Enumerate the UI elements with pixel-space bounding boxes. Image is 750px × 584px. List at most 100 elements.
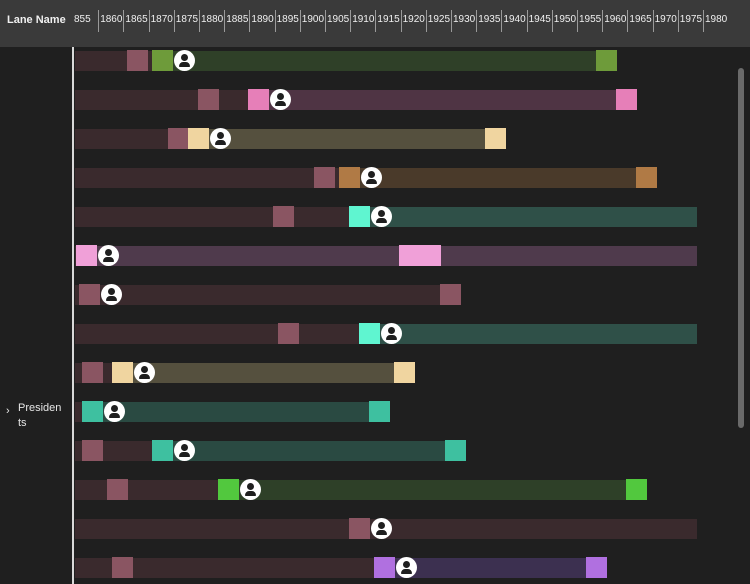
ruler-tick [173,10,175,32]
pre-term-bar [75,402,82,422]
vertical-scrollbar[interactable] [738,68,744,428]
person-icon[interactable] [360,167,382,188]
ruler-tick [577,10,578,32]
lane-label-presidents[interactable]: Presidents [18,402,62,429]
term-bar[interactable] [152,51,596,71]
ruler-year-label: 1870 [150,14,173,25]
pre-term-bar [75,90,249,110]
event-marker[interactable] [112,557,134,578]
ruler-tick [350,10,352,32]
ruler-year-label: 1960 [604,14,627,25]
end-marker[interactable] [616,89,638,110]
start-marker[interactable] [248,89,270,110]
end-marker[interactable] [585,557,607,578]
event-marker[interactable] [273,206,295,227]
event-marker[interactable] [82,440,103,461]
person-icon[interactable] [174,440,196,461]
end-marker[interactable] [369,401,391,422]
person-icon[interactable] [209,128,231,149]
end-marker[interactable] [626,479,648,500]
ruler-year-label: 1875 [175,14,199,25]
chevron-right-icon[interactable]: › [6,405,10,417]
event-marker[interactable] [167,128,189,149]
ruler-year-label: 1900 [301,14,325,25]
term-bar[interactable] [79,285,440,305]
ruler-tick [249,10,251,32]
year-ruler: 855 1860 1865 1870 1875 1880 1885 1890 1895 1900 1… [74,0,750,47]
end-marker[interactable] [485,128,507,149]
person-icon[interactable] [371,518,393,539]
ruler-year-label: 1865 [125,14,148,25]
term-bar[interactable] [82,402,370,422]
pre-term-bar [75,246,76,266]
event-marker[interactable] [107,479,129,500]
lane-name-header[interactable]: Lane Name [7,14,66,26]
person-icon[interactable] [104,401,125,422]
event-marker[interactable] [127,50,149,71]
ruler-tick [526,10,528,32]
extra-marker[interactable] [399,245,421,266]
start-marker[interactable] [218,479,239,500]
event-marker[interactable] [197,89,219,110]
start-marker[interactable] [112,362,134,383]
pre-term-bar [75,480,218,500]
event-marker[interactable] [313,167,335,188]
ruler-year-label: 1935 [478,14,501,25]
event-marker[interactable] [278,323,300,344]
term-bar[interactable] [112,363,395,383]
person-icon[interactable] [396,557,418,578]
ruler-year-label: 1925 [427,14,451,25]
term-bar[interactable] [349,519,697,539]
start-marker[interactable] [152,50,174,71]
end-marker[interactable] [394,362,416,383]
ruler-tick [551,10,553,32]
person-icon[interactable] [240,479,261,500]
pre-term-bar [75,129,188,149]
term-bar[interactable] [187,129,486,149]
term-bar[interactable] [374,558,586,578]
start-marker[interactable] [82,401,103,422]
event-marker[interactable] [82,362,103,383]
person-icon[interactable] [101,284,122,305]
ruler-year-label: 1890 [251,14,274,25]
end-marker[interactable] [444,440,466,461]
end-marker[interactable] [596,50,617,71]
ruler-year-label: 1920 [402,14,425,25]
extra-marker[interactable] [419,245,441,266]
ruler-year-label: 1885 [226,14,249,25]
term-bar[interactable] [338,168,637,188]
term-bar[interactable] [218,480,627,500]
start-marker[interactable] [76,245,97,266]
ruler-tick [224,10,226,32]
ruler-year-label: 1975 [679,14,703,25]
ruler-tick [602,10,604,32]
ruler-tick [703,10,704,32]
term-bar[interactable] [359,324,697,344]
pre-term-bar [75,558,375,578]
pre-term-bar [75,285,79,305]
start-marker[interactable] [359,323,381,344]
end-marker[interactable] [439,284,461,305]
person-icon[interactable] [134,362,156,383]
ruler-year-label: 1910 [352,14,375,25]
person-icon[interactable] [371,206,393,227]
ruler-tick [400,10,402,32]
start-marker[interactable] [187,128,209,149]
end-marker[interactable] [636,167,658,188]
ruler-tick [274,10,276,32]
start-marker[interactable] [79,284,100,305]
start-marker[interactable] [349,206,371,227]
person-icon[interactable] [98,245,119,266]
term-bar[interactable] [76,246,697,266]
person-icon[interactable] [381,323,403,344]
term-bar[interactable] [152,441,445,461]
start-marker[interactable] [374,557,396,578]
person-icon[interactable] [174,50,196,71]
ruler-year-label: 1915 [377,14,400,25]
start-marker[interactable] [152,440,174,461]
term-bar[interactable] [349,207,697,227]
start-marker[interactable] [338,167,360,188]
person-icon[interactable] [270,89,292,110]
start-marker[interactable] [349,518,371,539]
term-bar[interactable] [248,90,617,110]
